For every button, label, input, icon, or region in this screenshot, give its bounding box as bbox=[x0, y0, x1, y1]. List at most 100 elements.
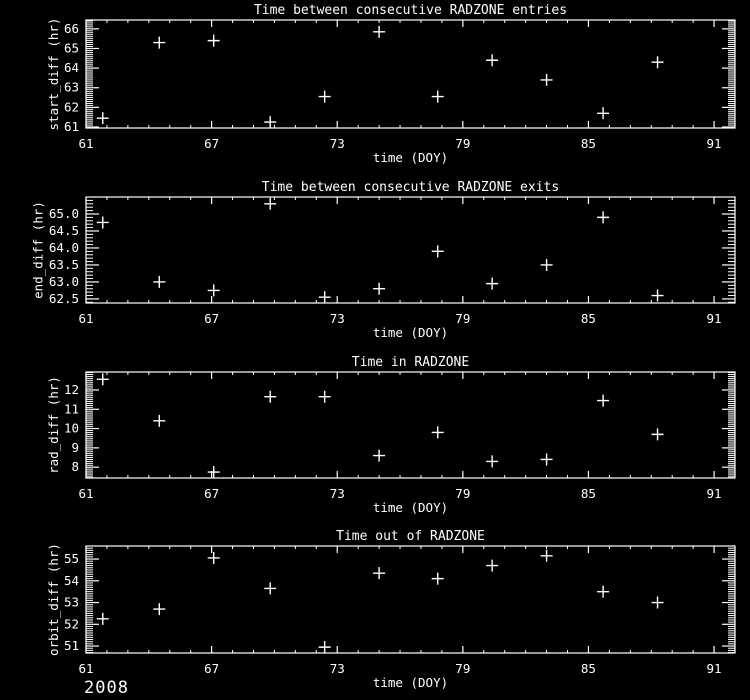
y-tick-label: 53 bbox=[64, 595, 79, 610]
y-tick-label: 12 bbox=[64, 382, 79, 397]
x-tick-label: 61 bbox=[78, 486, 93, 501]
x-tick-label: 79 bbox=[455, 136, 470, 151]
x-tick-label: 85 bbox=[581, 486, 596, 501]
data-point-plus bbox=[431, 572, 444, 585]
data-point-plus bbox=[207, 284, 220, 297]
subplot-2-frame bbox=[85, 196, 736, 304]
data-point-plus bbox=[431, 426, 444, 439]
subplot-3-frame bbox=[85, 371, 736, 479]
data-point-plus bbox=[318, 390, 331, 403]
subplot-2-title: Time between consecutive RADZONE exits bbox=[262, 180, 559, 195]
x-axis-label: time (DOY) bbox=[373, 675, 448, 690]
data-point-plus bbox=[153, 414, 166, 427]
subplot-4-frame bbox=[85, 545, 736, 654]
subplot-2-points bbox=[96, 197, 664, 304]
data-point-plus bbox=[153, 36, 166, 49]
data-point-plus bbox=[431, 90, 444, 103]
x-tick-label: 91 bbox=[707, 136, 722, 151]
x-axis-label: time (DOY) bbox=[373, 325, 448, 340]
data-point-plus bbox=[486, 277, 499, 290]
x-axis-label: time (DOY) bbox=[373, 500, 448, 515]
y-tick-label: 64 bbox=[64, 60, 79, 75]
data-point-plus bbox=[373, 25, 386, 38]
data-point-plus bbox=[373, 282, 386, 295]
data-point-plus bbox=[597, 585, 610, 598]
x-tick-label: 79 bbox=[455, 311, 470, 326]
data-point-plus bbox=[318, 90, 331, 103]
data-point-plus bbox=[597, 394, 610, 407]
y-tick-label: 8 bbox=[71, 459, 79, 474]
data-point-plus bbox=[373, 567, 386, 580]
data-point-plus bbox=[651, 428, 664, 441]
data-point-plus bbox=[264, 116, 277, 129]
x-tick-label: 85 bbox=[581, 311, 596, 326]
x-tick-label: 61 bbox=[78, 311, 93, 326]
y-tick-label: 65.0 bbox=[49, 206, 79, 221]
y-tick-label: 64.5 bbox=[49, 223, 79, 238]
data-point-plus bbox=[597, 211, 610, 224]
y-tick-label: 55 bbox=[64, 551, 79, 566]
y-tick-label: 61 bbox=[64, 119, 79, 134]
y-axis-label: end_diff (hr) bbox=[31, 201, 46, 299]
data-point-plus bbox=[264, 390, 277, 403]
data-point-plus bbox=[264, 197, 277, 210]
subplot-1-frame bbox=[85, 19, 736, 129]
data-point-plus bbox=[431, 245, 444, 258]
data-point-plus bbox=[96, 373, 109, 386]
data-point-plus bbox=[153, 603, 166, 616]
subplot-4-title: Time out of RADZONE bbox=[336, 529, 485, 544]
data-point-plus bbox=[318, 641, 331, 654]
y-tick-label: 10 bbox=[64, 421, 79, 436]
x-tick-label: 73 bbox=[330, 486, 345, 501]
data-point-plus bbox=[207, 551, 220, 564]
data-point-plus bbox=[540, 258, 553, 271]
x-tick-label: 79 bbox=[455, 661, 470, 676]
data-point-plus bbox=[318, 291, 331, 304]
subplot-1-points bbox=[96, 25, 664, 129]
x-tick-label: 85 bbox=[581, 136, 596, 151]
data-point-plus bbox=[540, 549, 553, 562]
x-tick-label: 67 bbox=[204, 136, 219, 151]
x-tick-label: 61 bbox=[78, 136, 93, 151]
y-tick-label: 62.5 bbox=[49, 291, 79, 306]
x-tick-label: 73 bbox=[330, 661, 345, 676]
y-tick-label: 9 bbox=[71, 440, 79, 455]
y-axis-label: orbit_diff (hr) bbox=[46, 543, 61, 656]
data-point-plus bbox=[373, 449, 386, 462]
data-point-plus bbox=[486, 455, 499, 468]
x-tick-label: 73 bbox=[330, 311, 345, 326]
data-point-plus bbox=[597, 107, 610, 120]
y-tick-label: 52 bbox=[64, 616, 79, 631]
x-tick-label: 61 bbox=[78, 661, 93, 676]
x-tick-label: 91 bbox=[707, 486, 722, 501]
x-tick-label: 67 bbox=[204, 311, 219, 326]
year-annotation: 2008 bbox=[84, 678, 129, 698]
subplot-3-points bbox=[96, 373, 664, 479]
y-tick-label: 63.0 bbox=[49, 274, 79, 289]
y-tick-label: 65 bbox=[64, 40, 79, 55]
x-tick-label: 91 bbox=[707, 661, 722, 676]
x-tick-label: 73 bbox=[330, 136, 345, 151]
data-point-plus bbox=[540, 73, 553, 86]
y-tick-label: 54 bbox=[64, 573, 79, 588]
data-point-plus bbox=[651, 596, 664, 609]
x-tick-label: 79 bbox=[455, 486, 470, 501]
y-tick-label: 64.0 bbox=[49, 240, 79, 255]
x-tick-label: 85 bbox=[581, 661, 596, 676]
data-point-plus bbox=[540, 453, 553, 466]
y-tick-label: 63 bbox=[64, 80, 79, 95]
data-point-plus bbox=[96, 612, 109, 625]
y-tick-label: 63.5 bbox=[49, 257, 79, 272]
y-axis-label: start_diff (hr) bbox=[46, 18, 61, 131]
data-point-plus bbox=[153, 275, 166, 288]
x-tick-label: 67 bbox=[204, 486, 219, 501]
data-point-plus bbox=[207, 466, 220, 479]
y-tick-label: 11 bbox=[64, 401, 79, 416]
data-point-plus bbox=[96, 216, 109, 229]
data-point-plus bbox=[96, 112, 109, 125]
data-point-plus bbox=[651, 289, 664, 302]
y-tick-label: 66 bbox=[64, 21, 79, 36]
x-tick-label: 67 bbox=[204, 661, 219, 676]
data-point-plus bbox=[264, 582, 277, 595]
x-tick-label: 91 bbox=[707, 311, 722, 326]
